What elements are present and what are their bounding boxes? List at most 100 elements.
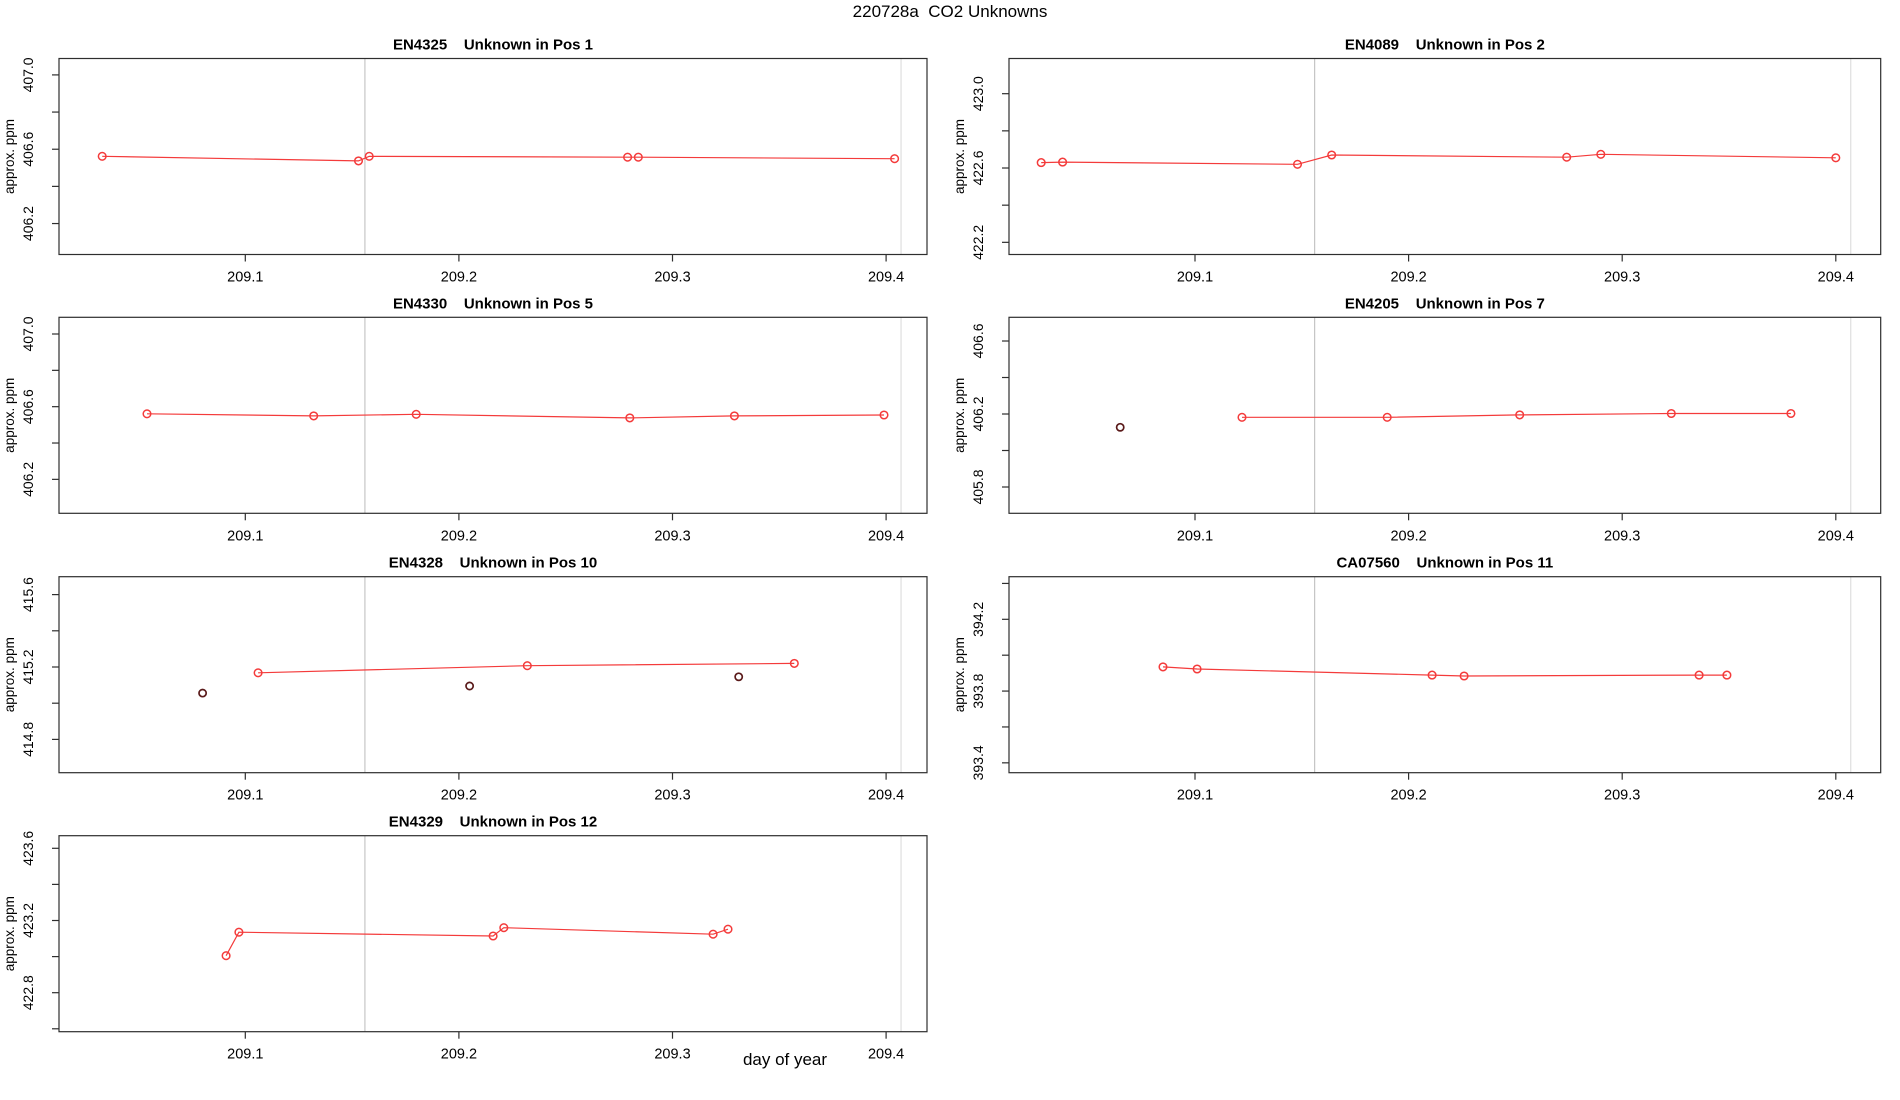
panel-title: EN4325 Unknown in Pos 1 bbox=[393, 37, 593, 54]
y-tick-label: 407.0 bbox=[20, 57, 36, 92]
data-point bbox=[499, 923, 509, 933]
panel-title: EN4330 Unknown in Pos 5 bbox=[393, 295, 593, 312]
series-line bbox=[1162, 666, 1727, 677]
x-tick-label: 209.2 bbox=[1390, 788, 1426, 804]
y-tick-label: 407.0 bbox=[20, 316, 36, 351]
panel-title: EN4329 Unknown in Pos 12 bbox=[389, 814, 597, 831]
panel-EN4325: 209.1 209.2 209.3 209.4 406.2 406.6 407.0 appro… bbox=[2, 37, 928, 286]
data-point bbox=[522, 661, 532, 671]
y-tick-label: 406.2 bbox=[970, 396, 986, 431]
panel-box bbox=[58, 57, 928, 256]
data-point bbox=[1831, 153, 1841, 163]
y-tick-label: 393.8 bbox=[970, 673, 986, 708]
x-tick-label: 209.2 bbox=[441, 1047, 477, 1063]
data-point bbox=[142, 409, 152, 419]
panel-box bbox=[58, 835, 928, 1033]
x-tick-label: 209.3 bbox=[1604, 788, 1640, 804]
y-axis-label: approx. ppm bbox=[952, 637, 967, 712]
y-tick-label: 394.2 bbox=[970, 602, 986, 637]
data-point bbox=[1666, 408, 1676, 419]
y-tick-label: 406.6 bbox=[970, 323, 986, 358]
data-point bbox=[633, 152, 643, 162]
panel-EN4089: 209.1 209.2 209.3 209.4 422.2 422.6 423.0appro… bbox=[952, 37, 1882, 286]
data-point bbox=[1786, 408, 1796, 419]
y-tick-label: 405.8 bbox=[970, 469, 986, 504]
x-tick-label: 209.4 bbox=[1818, 270, 1854, 286]
panel-box bbox=[1008, 576, 1882, 774]
data-point bbox=[1292, 159, 1303, 169]
data-point bbox=[789, 658, 799, 668]
panel-title: EN4205 Unknown in Pos 7 bbox=[1345, 295, 1545, 312]
x-tick-label: 209.2 bbox=[1390, 528, 1426, 544]
y-tick-label: 423.0 bbox=[970, 76, 986, 111]
panel-title: EN4089 Unknown in Pos 2 bbox=[1345, 37, 1545, 54]
series-line bbox=[1041, 153, 1836, 165]
outlier-point bbox=[198, 688, 208, 698]
data-point bbox=[1694, 670, 1704, 680]
data-point bbox=[364, 151, 374, 161]
x-tick-label: 209.4 bbox=[868, 270, 904, 286]
data-point bbox=[1158, 662, 1168, 672]
data-point bbox=[708, 929, 718, 939]
data-point bbox=[1058, 157, 1068, 167]
data-point bbox=[1036, 158, 1046, 168]
y-tick-label: 415.6 bbox=[20, 577, 36, 612]
panel-box bbox=[1008, 316, 1882, 514]
data-point bbox=[221, 951, 231, 961]
x-tick-label: 209.2 bbox=[441, 788, 477, 804]
data-point bbox=[234, 927, 244, 937]
data-point bbox=[1459, 671, 1469, 681]
y-axis-label: approx. ppm bbox=[2, 896, 17, 971]
series-line bbox=[1242, 412, 1791, 418]
data-point bbox=[623, 152, 633, 162]
x-tick-label: 209.3 bbox=[654, 270, 690, 286]
data-point bbox=[488, 931, 498, 941]
y-tick-label: 393.4 bbox=[970, 745, 986, 780]
x-tick-label: 209.3 bbox=[654, 528, 690, 544]
outlier-point bbox=[734, 672, 744, 682]
y-axis-label: approx. ppm bbox=[2, 637, 17, 712]
x-tick-label: 209.1 bbox=[227, 270, 263, 286]
data-point bbox=[309, 411, 319, 421]
data-point bbox=[1515, 410, 1525, 420]
x-tick-label: 209.4 bbox=[868, 528, 904, 544]
data-point bbox=[1427, 670, 1437, 680]
data-point bbox=[411, 409, 421, 419]
y-axis-label: approx. ppm bbox=[952, 378, 967, 453]
data-point bbox=[353, 156, 364, 166]
panel-EN4205: 209.1 209.2 209.3 209.4 405.8 406.2 406.6 appro… bbox=[952, 295, 1882, 544]
panel-EN4329: 209.1 209.2 209.3 209.4 422.8 423.2 423.6 appro… bbox=[2, 814, 928, 1063]
panel-box bbox=[58, 316, 928, 514]
x-tick-label: 209.4 bbox=[868, 788, 904, 804]
y-tick-label: 422.6 bbox=[970, 150, 986, 185]
data-point bbox=[1562, 152, 1572, 162]
y-axis-label: approx. ppm bbox=[952, 119, 967, 194]
data-point bbox=[1327, 150, 1337, 160]
data-point bbox=[729, 411, 739, 421]
x-tick-label: 209.2 bbox=[1390, 270, 1426, 286]
data-point bbox=[625, 413, 635, 423]
data-point bbox=[723, 924, 733, 934]
x-tick-label: 209.1 bbox=[1177, 528, 1213, 544]
series-line bbox=[102, 155, 895, 162]
y-tick-label: 406.2 bbox=[20, 462, 36, 497]
x-tick-label: 209.1 bbox=[227, 1047, 263, 1063]
data-point bbox=[1596, 149, 1606, 159]
main-title: 220728a CO2 Unknowns bbox=[852, 2, 1048, 21]
panel-box bbox=[58, 576, 928, 774]
x-tick-label: 209.4 bbox=[1818, 788, 1854, 804]
series-line bbox=[146, 413, 885, 419]
x-tick-label: 209.1 bbox=[1177, 788, 1213, 804]
y-axis-label: approx. ppm bbox=[2, 119, 17, 194]
y-tick-label: 415.2 bbox=[20, 649, 36, 684]
panel-CA07560: 209.1 209.2 209.3 209.4 393.4 393.8 394.2appro… bbox=[952, 555, 1882, 804]
x-tick-label: 209.2 bbox=[441, 270, 477, 286]
y-tick-label: 414.8 bbox=[20, 722, 36, 757]
y-tick-label: 423.2 bbox=[20, 903, 36, 938]
panel-title: CA07560 Unknown in Pos 11 bbox=[1336, 555, 1553, 572]
y-tick-label: 406.6 bbox=[20, 389, 36, 424]
series-line bbox=[225, 927, 729, 956]
x-tick-label: 209.3 bbox=[1604, 528, 1640, 544]
